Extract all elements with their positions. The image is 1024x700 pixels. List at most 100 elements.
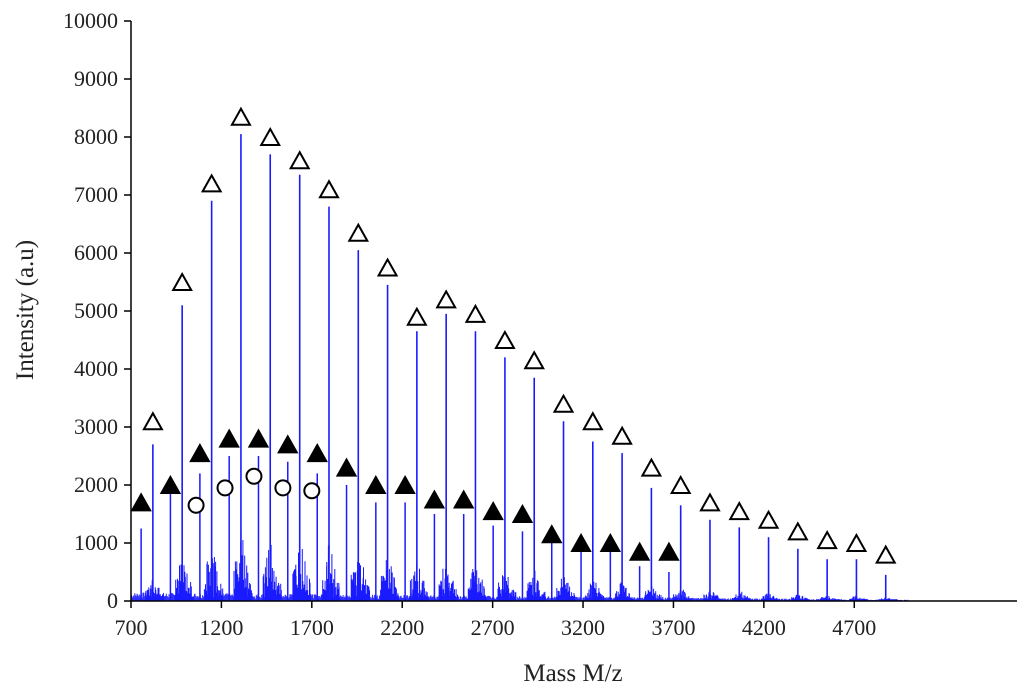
- filled-triangle-marker: [189, 443, 211, 463]
- filled-triangle-marker: [218, 428, 240, 448]
- spectrum-cluster: [673, 589, 693, 601]
- open-triangle-marker: [171, 271, 193, 291]
- filled-triangle-marker: [511, 503, 534, 523]
- open-circle-marker: [187, 496, 205, 514]
- filled-triangle-marker: [130, 492, 152, 512]
- open-circle-marker: [216, 479, 234, 497]
- filled-triangle-marker: [247, 428, 270, 448]
- filled-triangle-marker: [159, 474, 182, 494]
- spectrum-cluster: [145, 580, 165, 601]
- y-tick-label: 6000: [74, 240, 118, 265]
- spectrum-cluster: [292, 549, 312, 601]
- spectrum-cluster: [878, 597, 898, 601]
- open-triangle-marker: [699, 492, 721, 512]
- open-circle-marker: [303, 482, 321, 500]
- open-triangle-marker: [611, 425, 633, 445]
- filled-triangle-marker: [335, 457, 358, 477]
- y-tick-label: 3000: [74, 414, 118, 439]
- spectrum-cluster: [467, 569, 488, 601]
- filled-triangle-marker: [599, 532, 622, 552]
- open-triangle-marker: [875, 544, 897, 564]
- open-triangle-marker: [406, 306, 428, 326]
- y-axis-title: Intensity (a.u): [12, 240, 39, 380]
- filled-triangle-marker: [658, 541, 680, 561]
- open-circle-marker: [245, 467, 263, 485]
- spectrum-cluster: [849, 595, 869, 601]
- spectrum-cluster: [262, 544, 282, 601]
- spectrum-cluster: [380, 560, 400, 601]
- open-triangle-marker: [435, 289, 457, 309]
- open-triangle-marker: [376, 257, 399, 277]
- y-tick-label: 5000: [74, 298, 118, 323]
- spectrum-cluster: [438, 568, 458, 601]
- open-triangle-marker: [552, 393, 575, 413]
- x-tick-label: 700: [115, 615, 148, 640]
- spectrum-cluster: [174, 564, 194, 601]
- x-tick-label: 3700: [651, 615, 695, 640]
- filled-triangle-marker: [482, 501, 504, 521]
- open-triangle-marker: [582, 411, 604, 431]
- x-tick-label: 2700: [471, 615, 515, 640]
- open-triangle-marker: [669, 474, 692, 494]
- x-tick-label: 4200: [742, 615, 786, 640]
- filled-triangle-marker: [570, 532, 592, 552]
- open-triangle-marker: [523, 350, 545, 370]
- open-triangle-marker: [757, 509, 780, 529]
- spectrum-cluster: [203, 557, 224, 601]
- x-tick-label: 1700: [290, 615, 334, 640]
- filled-triangle-marker: [365, 474, 387, 494]
- x-tick-label: 3200: [561, 615, 605, 640]
- spectrum-cluster: [614, 582, 634, 601]
- open-triangle-marker: [318, 179, 340, 199]
- filled-triangle-marker: [306, 443, 328, 463]
- open-triangle-marker: [640, 457, 663, 477]
- open-triangle-marker: [259, 126, 281, 146]
- x-axis-title: Mass M/z: [523, 660, 622, 687]
- spectrum-cluster: [790, 594, 810, 601]
- open-triangle-marker: [787, 521, 809, 541]
- y-tick-label: 0: [107, 588, 118, 613]
- y-tick-label: 9000: [74, 66, 118, 91]
- open-triangle-marker: [288, 150, 311, 170]
- filled-triangle-marker: [394, 474, 416, 494]
- open-triangle-marker: [728, 501, 750, 521]
- spectrum-cluster: [497, 575, 517, 601]
- spectrum-cluster: [321, 543, 341, 601]
- axes-layer: 0 1000 2000 3000 4000 5000 6000 7000 8000 9000 100…: [63, 8, 1017, 640]
- spectrum-cluster: [760, 593, 781, 601]
- y-tick-label: 4000: [74, 356, 118, 381]
- spectrum-cluster: [526, 570, 546, 601]
- open-triangle-marker: [200, 173, 223, 193]
- spectrum-cluster: [233, 533, 253, 601]
- open-triangle-marker: [816, 530, 838, 550]
- y-tick-label: 10000: [63, 8, 118, 33]
- spectrum-cluster: [350, 562, 370, 601]
- open-triangle-marker: [230, 106, 252, 126]
- x-tick-label: 2200: [380, 615, 424, 640]
- spectrum-cluster: [819, 596, 839, 601]
- spectrum-cluster: [702, 590, 722, 601]
- spectrum-cluster: [585, 581, 605, 601]
- spectrum-cluster: [556, 577, 575, 601]
- open-triangle-marker: [464, 303, 487, 323]
- filled-triangle-marker: [452, 489, 475, 509]
- x-tick-label: 1200: [199, 615, 243, 640]
- spectrum-layer: [130, 134, 910, 601]
- open-triangle-marker: [845, 532, 868, 552]
- y-tick-label: 2000: [74, 472, 118, 497]
- filled-triangle-marker: [277, 434, 299, 454]
- filled-triangle-marker: [541, 524, 563, 544]
- open-triangle-marker: [347, 222, 369, 242]
- markers-layer: [130, 106, 897, 564]
- open-triangle-marker: [142, 411, 164, 431]
- spectrum-cluster: [409, 562, 429, 601]
- open-triangle-marker: [494, 329, 516, 349]
- y-tick-label: 1000: [74, 530, 118, 555]
- y-tick-label: 8000: [74, 124, 118, 149]
- spectrum-cluster: [644, 586, 664, 601]
- open-circle-marker: [274, 479, 292, 497]
- filled-triangle-marker: [423, 489, 446, 509]
- spectrum-cluster: [731, 590, 751, 601]
